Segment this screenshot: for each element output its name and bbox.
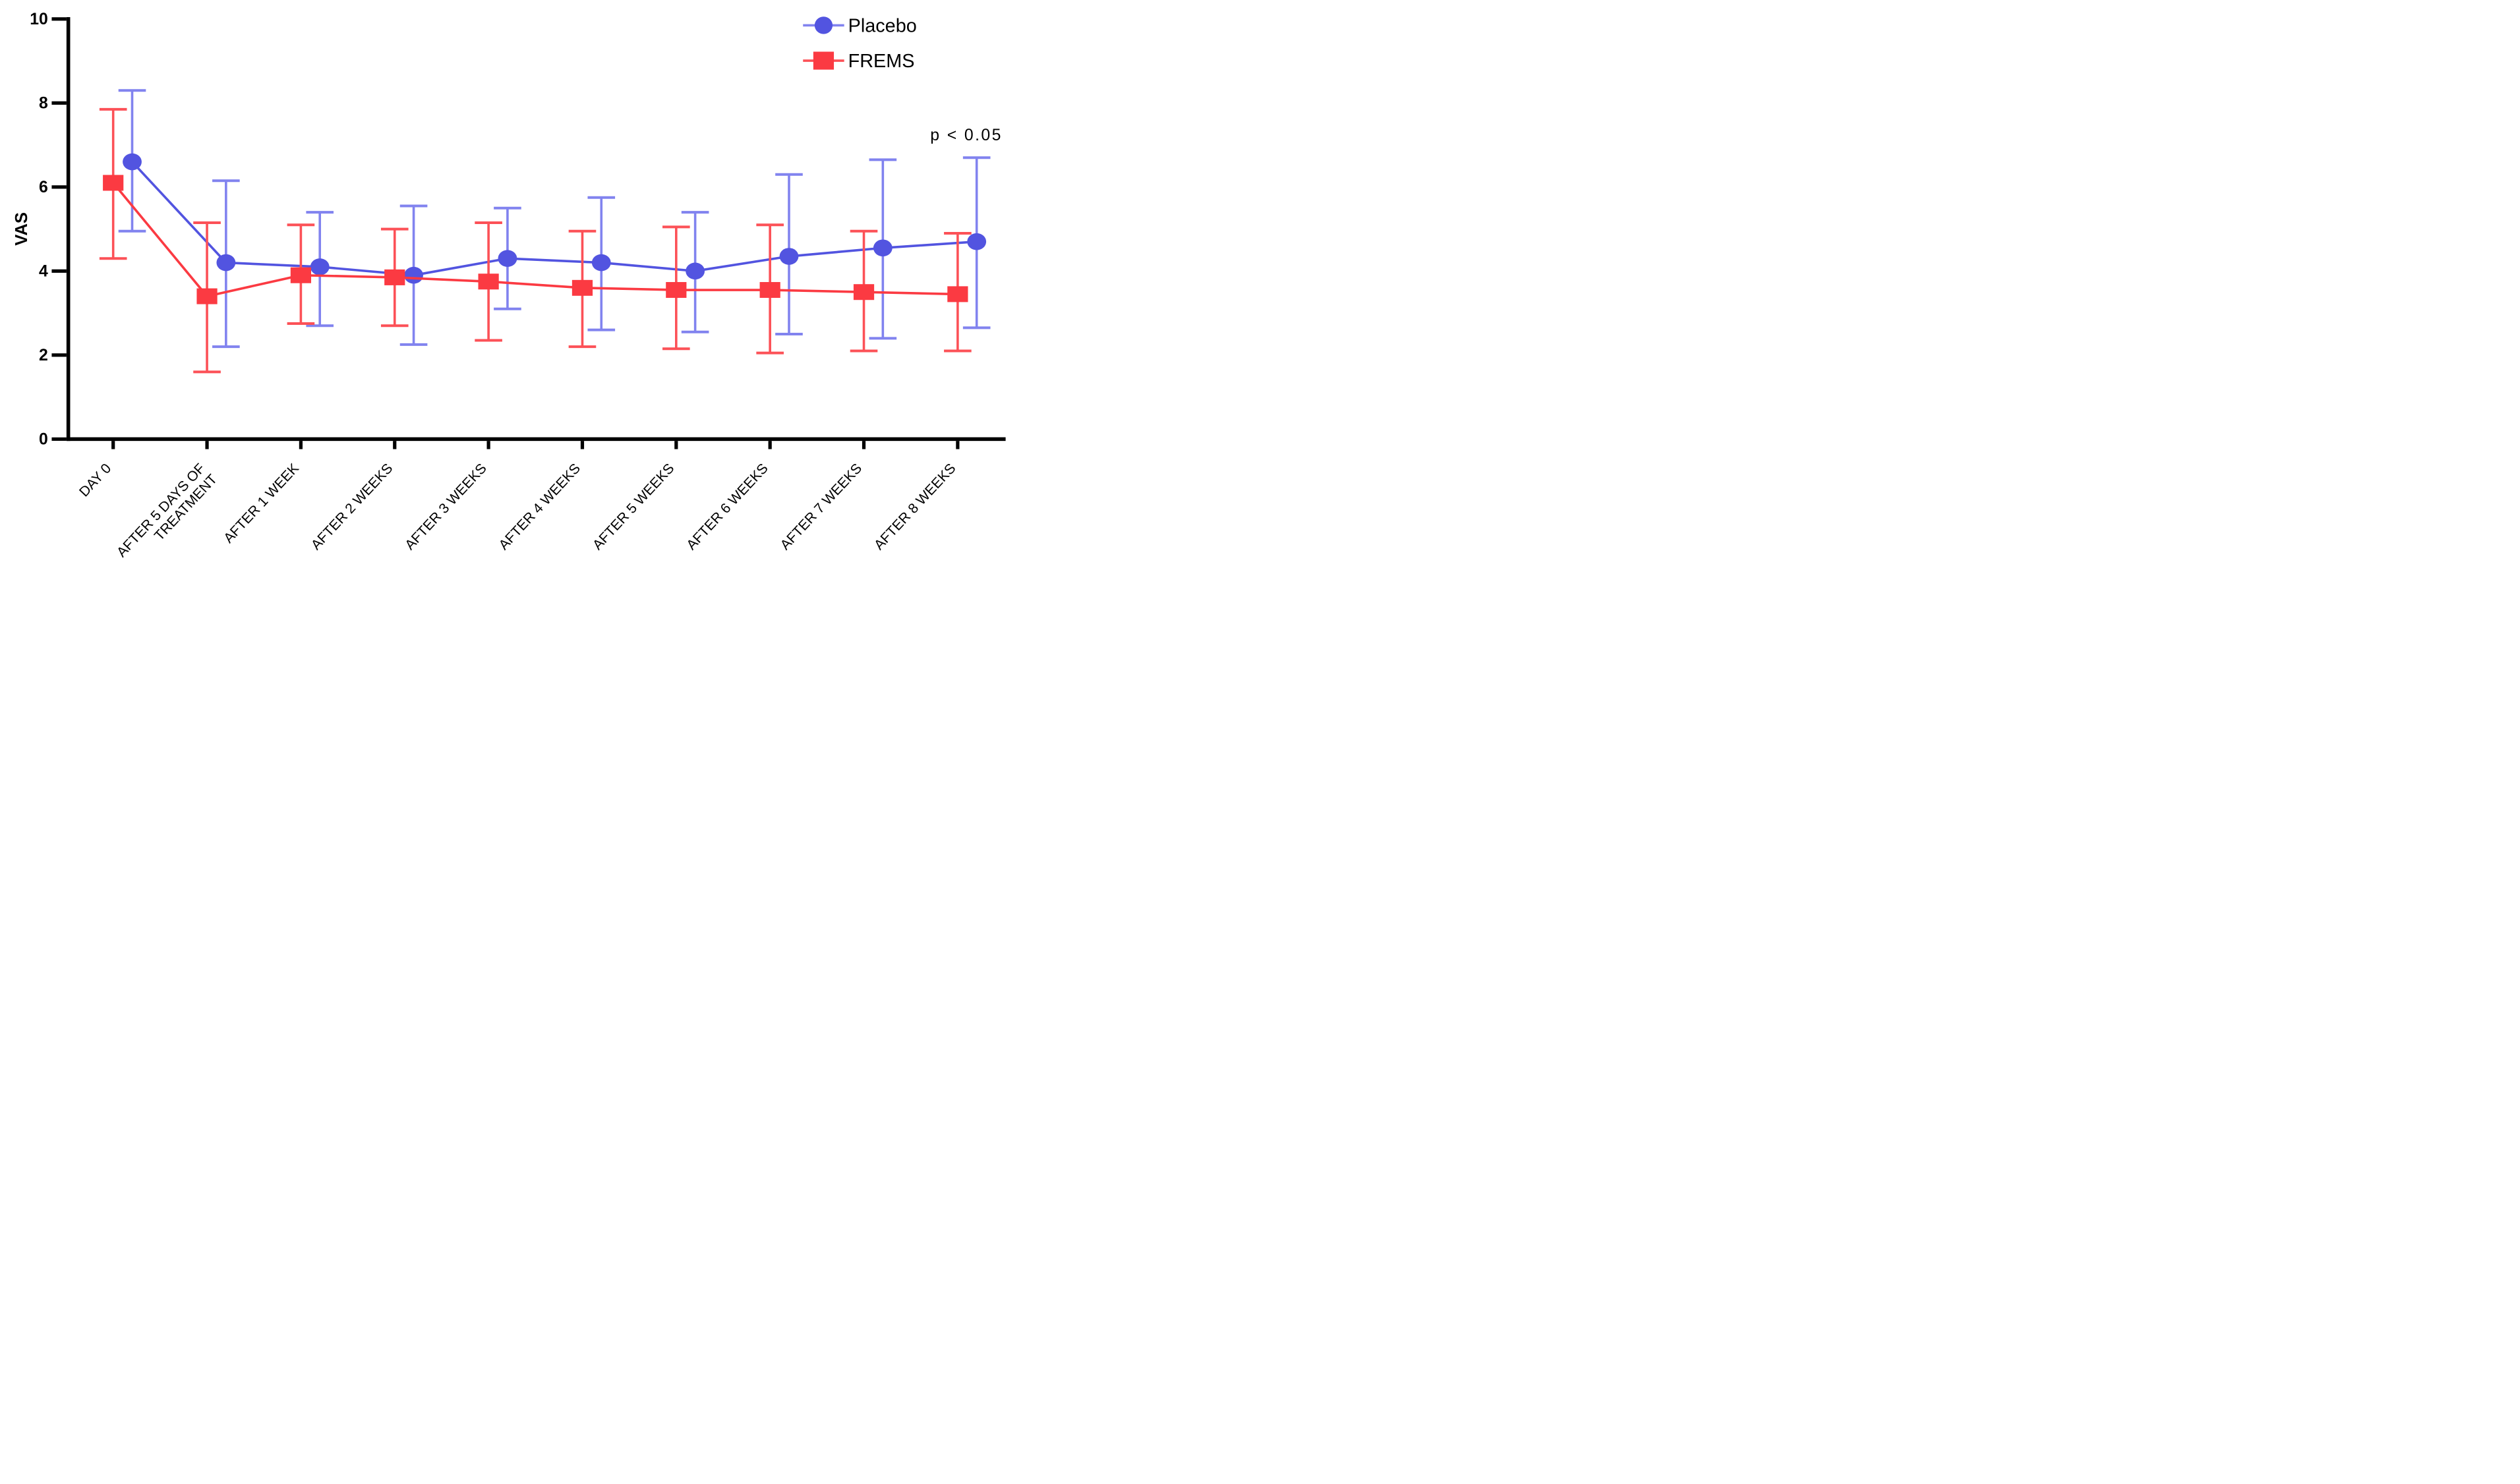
series-frems-line [112, 182, 958, 298]
x-tick-label: AFTER 6 WEEKS [684, 461, 771, 553]
series-placebo-marker [686, 262, 705, 280]
series-placebo-marker [873, 239, 893, 257]
y-tick-label: 4 [39, 263, 48, 281]
x-axis-line [66, 437, 1006, 442]
series-placebo-marker [779, 248, 799, 265]
legend-square-icon [813, 51, 835, 70]
y-axis-title: VAS [13, 212, 31, 246]
x-tick-label: AFTER 2 WEEKS [308, 461, 396, 553]
x-tick [299, 441, 303, 449]
series-placebo-marker [498, 250, 517, 268]
x-tick [111, 441, 115, 449]
legend-item-placebo: Placebo [803, 15, 917, 36]
series-placebo-marker [123, 153, 142, 171]
vas-line-chart-figure: 0 2 4 6 8 10 VAS DAY 0 AFTER 5 DAYS OF TREATMENT A… [0, 0, 1009, 594]
series-frems-marker [947, 286, 968, 302]
legend-label: FREMS [848, 51, 915, 72]
legend: Placebo FREMS [803, 15, 917, 72]
y-tick [51, 353, 67, 357]
series-frems-marker [759, 282, 780, 299]
y-tick-label: 0 [39, 431, 48, 449]
x-tick [862, 441, 866, 449]
annotation-p-value: p < 0.05 [930, 127, 1003, 144]
y-tick [51, 101, 67, 105]
x-tick [393, 441, 397, 449]
series-placebo-line [131, 161, 977, 277]
x-tick-label: AFTER 3 WEEKS [402, 461, 490, 553]
series-frems-marker [196, 288, 218, 304]
x-tick-label: AFTER 1 WEEK [221, 461, 302, 546]
legend-label: Placebo [848, 15, 917, 36]
y-axis-line [66, 17, 71, 442]
y-tick-label: 8 [39, 95, 48, 113]
x-tick-label: AFTER 5 WEEKS [590, 461, 678, 553]
x-tick [674, 441, 678, 449]
y-tick-label: 10 [30, 11, 48, 28]
series-placebo-marker [591, 254, 611, 271]
legend-item-frems: FREMS [803, 51, 914, 72]
x-tick [205, 441, 209, 449]
x-tick-label: AFTER 8 WEEKS [871, 461, 959, 553]
legend-circle-icon [814, 16, 833, 34]
y-tick [51, 17, 67, 21]
series-placebo-marker [216, 254, 236, 271]
series-placebo-marker [404, 266, 423, 284]
series-placebo-marker [967, 233, 987, 250]
x-tick-label: AFTER 4 WEEKS [496, 461, 584, 553]
series-frems-marker [478, 273, 499, 290]
series-placebo-marker [310, 258, 330, 275]
y-tick [51, 269, 67, 273]
y-tick-label: 2 [39, 347, 48, 364]
y-tick [51, 185, 67, 189]
y-tick [51, 437, 67, 441]
series-frems-marker [384, 269, 405, 285]
x-tick-label: AFTER 7 WEEKS [778, 461, 865, 553]
series-frems-marker [571, 279, 593, 296]
x-tick [486, 441, 490, 449]
series-placebo [118, 89, 991, 349]
x-tick [580, 441, 585, 449]
series-frems-marker [853, 284, 875, 300]
x-tick-label: DAY 0 [76, 461, 114, 499]
x-tick [956, 441, 960, 449]
series-frems [99, 107, 972, 374]
x-tick-label: AFTER 5 DAYS OF [114, 461, 208, 560]
x-tick [768, 441, 772, 449]
y-tick-label: 6 [39, 179, 48, 196]
series-frems-marker [290, 267, 312, 283]
series-frems-marker [666, 282, 687, 299]
series-frems-marker [103, 175, 124, 191]
